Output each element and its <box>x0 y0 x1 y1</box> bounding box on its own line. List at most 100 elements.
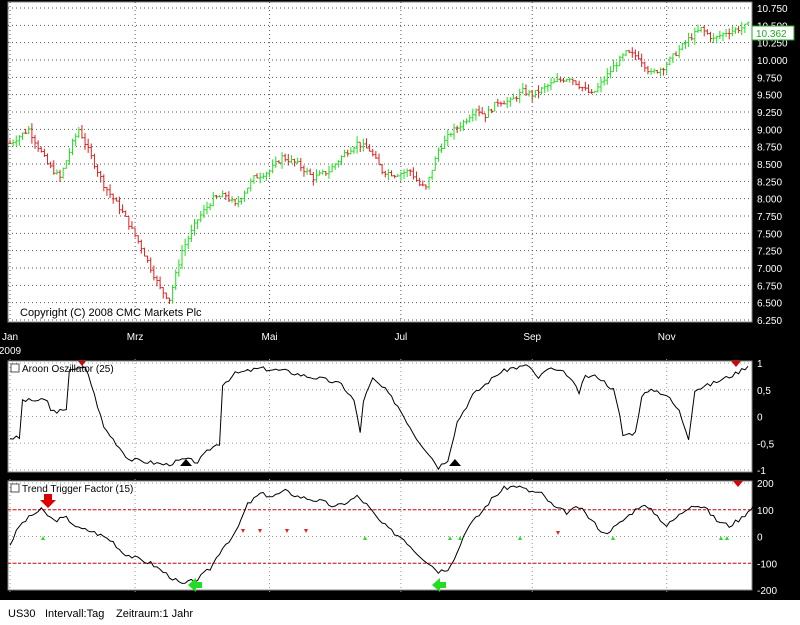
price-x-tick-label: Jan <box>2 332 18 343</box>
price-bar <box>211 191 215 207</box>
price-bar <box>330 163 334 173</box>
price-bar <box>243 190 247 202</box>
price-y-tick-label: 8.750 <box>757 143 782 154</box>
price-bar <box>64 160 68 169</box>
price-bar <box>355 136 359 154</box>
price-bar <box>321 169 325 175</box>
price-bar <box>605 68 609 85</box>
buy-signal-icon <box>458 536 462 540</box>
price-bar <box>662 67 666 76</box>
price-bar <box>399 171 403 181</box>
price-bar <box>602 76 606 86</box>
price-bar <box>236 195 240 208</box>
price-bar <box>108 184 112 198</box>
indicator-y-tick-label: 0 <box>757 413 763 424</box>
price-bar <box>374 150 378 159</box>
price-bar <box>89 143 93 160</box>
price-bar <box>683 40 687 49</box>
price-bar <box>658 67 662 77</box>
price-bar <box>208 203 212 211</box>
price-bar <box>533 89 537 99</box>
price-bar <box>130 221 134 229</box>
price-y-tick-label: 9.250 <box>757 108 782 119</box>
price-bar <box>233 198 237 206</box>
price-bar <box>477 105 481 117</box>
price-bar <box>536 85 540 99</box>
aroon-close-icon[interactable] <box>10 363 20 373</box>
price-bar <box>433 156 437 171</box>
price-bar <box>587 84 591 94</box>
price-bar <box>649 68 653 75</box>
price-bar <box>486 105 490 118</box>
price-bar <box>612 59 616 73</box>
price-bar <box>558 76 562 83</box>
price-bar <box>249 178 253 192</box>
price-bar <box>164 292 168 300</box>
price-bar <box>280 152 284 169</box>
price-bar <box>346 149 350 157</box>
price-bar <box>139 239 143 254</box>
price-bar <box>218 194 222 198</box>
price-bar <box>83 132 87 150</box>
ttf-signal-arrows <box>41 529 729 540</box>
ttf-series-line <box>9 485 755 584</box>
price-y-tick-label: 7.750 <box>757 212 782 223</box>
price-bar <box>480 107 484 115</box>
price-bar <box>96 164 100 177</box>
price-bar <box>733 27 737 34</box>
ttf-close-icon[interactable] <box>10 483 20 493</box>
price-bar <box>565 78 569 82</box>
price-bar <box>696 24 700 33</box>
price-bar <box>443 135 447 150</box>
price-bar <box>358 141 362 153</box>
buy-signal-icon <box>363 536 367 540</box>
ttf-reference-lines <box>8 509 752 564</box>
price-bar <box>455 125 459 134</box>
price-bar <box>24 128 28 135</box>
aroon-up-marker-icon <box>78 361 86 366</box>
price-bar <box>117 196 121 215</box>
price-bar <box>405 168 409 178</box>
price-bar <box>314 169 318 183</box>
price-bar <box>615 61 619 72</box>
price-bar <box>411 167 415 180</box>
price-bar <box>299 157 303 172</box>
price-bar <box>527 89 531 97</box>
price-bar <box>524 84 528 97</box>
price-bar <box>158 276 162 290</box>
buy-signal-icon <box>448 536 452 540</box>
price-bar <box>408 169 412 177</box>
price-y-axis: 10.75010.50010.25010.0009.7509.5009.2509… <box>757 4 788 327</box>
price-y-tick-label: 6.250 <box>757 316 782 327</box>
price-bar <box>724 29 728 37</box>
indicator-y-tick-label: -100 <box>757 559 777 570</box>
price-y-tick-label: 10.250 <box>757 39 788 50</box>
price-bar <box>690 33 694 41</box>
aroon-series-line <box>9 364 749 471</box>
price-bar <box>515 96 519 102</box>
price-bar <box>511 93 515 100</box>
price-bar <box>318 170 322 176</box>
price-bar <box>568 77 572 83</box>
aroon-down-marker-icon <box>180 459 192 466</box>
buy-signal-icon <box>719 536 723 540</box>
price-bar <box>521 83 525 94</box>
price-y-tick-label: 7.000 <box>757 264 782 275</box>
price-bar <box>549 77 553 91</box>
price-bar <box>421 180 425 187</box>
buy-arrow-icon-2 <box>432 578 446 592</box>
price-bar <box>402 169 406 180</box>
price-bar <box>221 190 225 198</box>
price-bar <box>449 132 453 137</box>
price-y-tick-label: 7.500 <box>757 229 782 240</box>
price-bar <box>468 114 472 123</box>
price-bar <box>52 160 56 175</box>
price-bar <box>230 196 234 203</box>
price-x-tick-label: Nov <box>658 332 676 343</box>
price-bar <box>339 155 343 166</box>
price-bar <box>371 148 375 157</box>
price-y-tick-label: 9.000 <box>757 125 782 136</box>
price-bar <box>327 165 331 179</box>
price-bars <box>8 21 750 305</box>
price-bar <box>571 78 575 86</box>
